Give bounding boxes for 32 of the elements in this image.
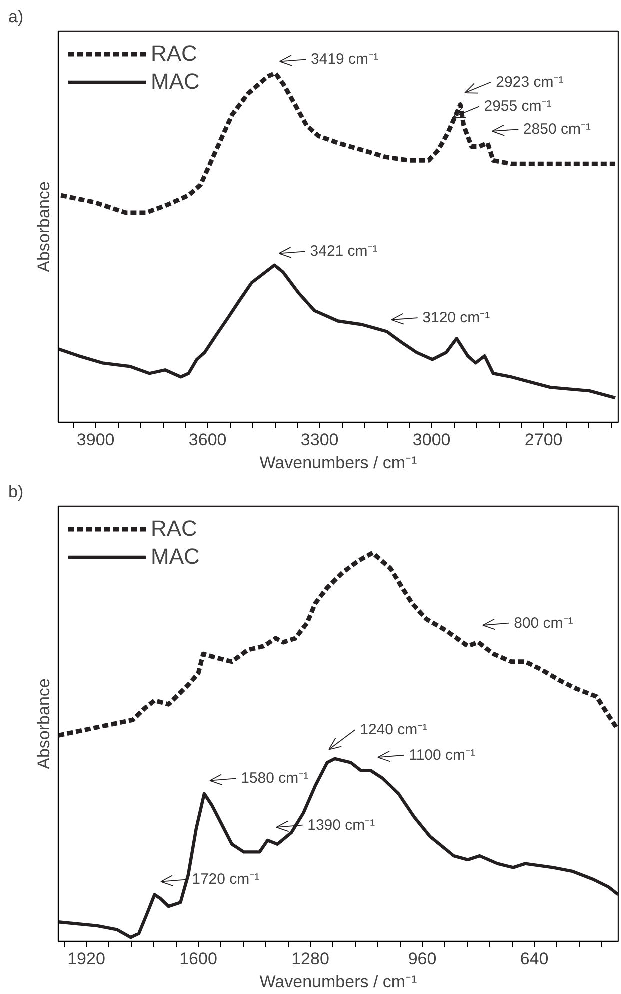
annotation: 3421 cm⁻¹ — [310, 243, 378, 260]
x-tick-label: 2700 — [524, 430, 563, 450]
annotation: 1390 cm⁻¹ — [308, 816, 376, 834]
annotation: 2955 cm⁻¹ — [484, 98, 552, 116]
chart-title: a) — [8, 8, 24, 26]
x-tick-label: 3000 — [412, 430, 451, 450]
legend-label: MAC — [151, 69, 200, 95]
x-tick-label: 3600 — [188, 430, 227, 450]
x-tick-label: 960 — [408, 950, 437, 968]
y-axis-title: Absorbance — [34, 182, 54, 272]
annotation: 800 cm⁻¹ — [514, 614, 574, 632]
annotation: 1100 cm⁻¹ — [409, 746, 476, 764]
annotation: 3120 cm⁻¹ — [422, 310, 490, 327]
legend-label: MAC — [151, 544, 200, 570]
x-axis-title: Wavenumbers / cm⁻¹ — [260, 454, 418, 472]
chart-title: b) — [8, 482, 24, 502]
x-tick-label: 1920 — [68, 950, 106, 968]
annotation: 2850 cm⁻¹ — [523, 121, 591, 138]
x-axis-title: Wavenumbers / cm⁻¹ — [260, 972, 418, 992]
annotation: 1240 cm⁻¹ — [360, 721, 428, 738]
x-tick-label: 3900 — [76, 430, 115, 450]
x-tick-label: 3300 — [300, 430, 339, 450]
x-tick-label: 1600 — [180, 950, 218, 968]
legend-label: RAC — [151, 41, 198, 67]
legend-label: RAC — [151, 516, 198, 542]
y-axis-title: Absorbance — [34, 678, 54, 770]
annotation: 1720 cm⁻¹ — [192, 871, 260, 888]
annotation: 3419 cm⁻¹ — [311, 51, 379, 68]
annotation: 1580 cm⁻¹ — [241, 770, 309, 788]
x-tick-label: 640 — [520, 950, 549, 968]
x-tick-label: 1280 — [292, 950, 330, 968]
annotation: 2923 cm⁻¹ — [496, 74, 564, 91]
